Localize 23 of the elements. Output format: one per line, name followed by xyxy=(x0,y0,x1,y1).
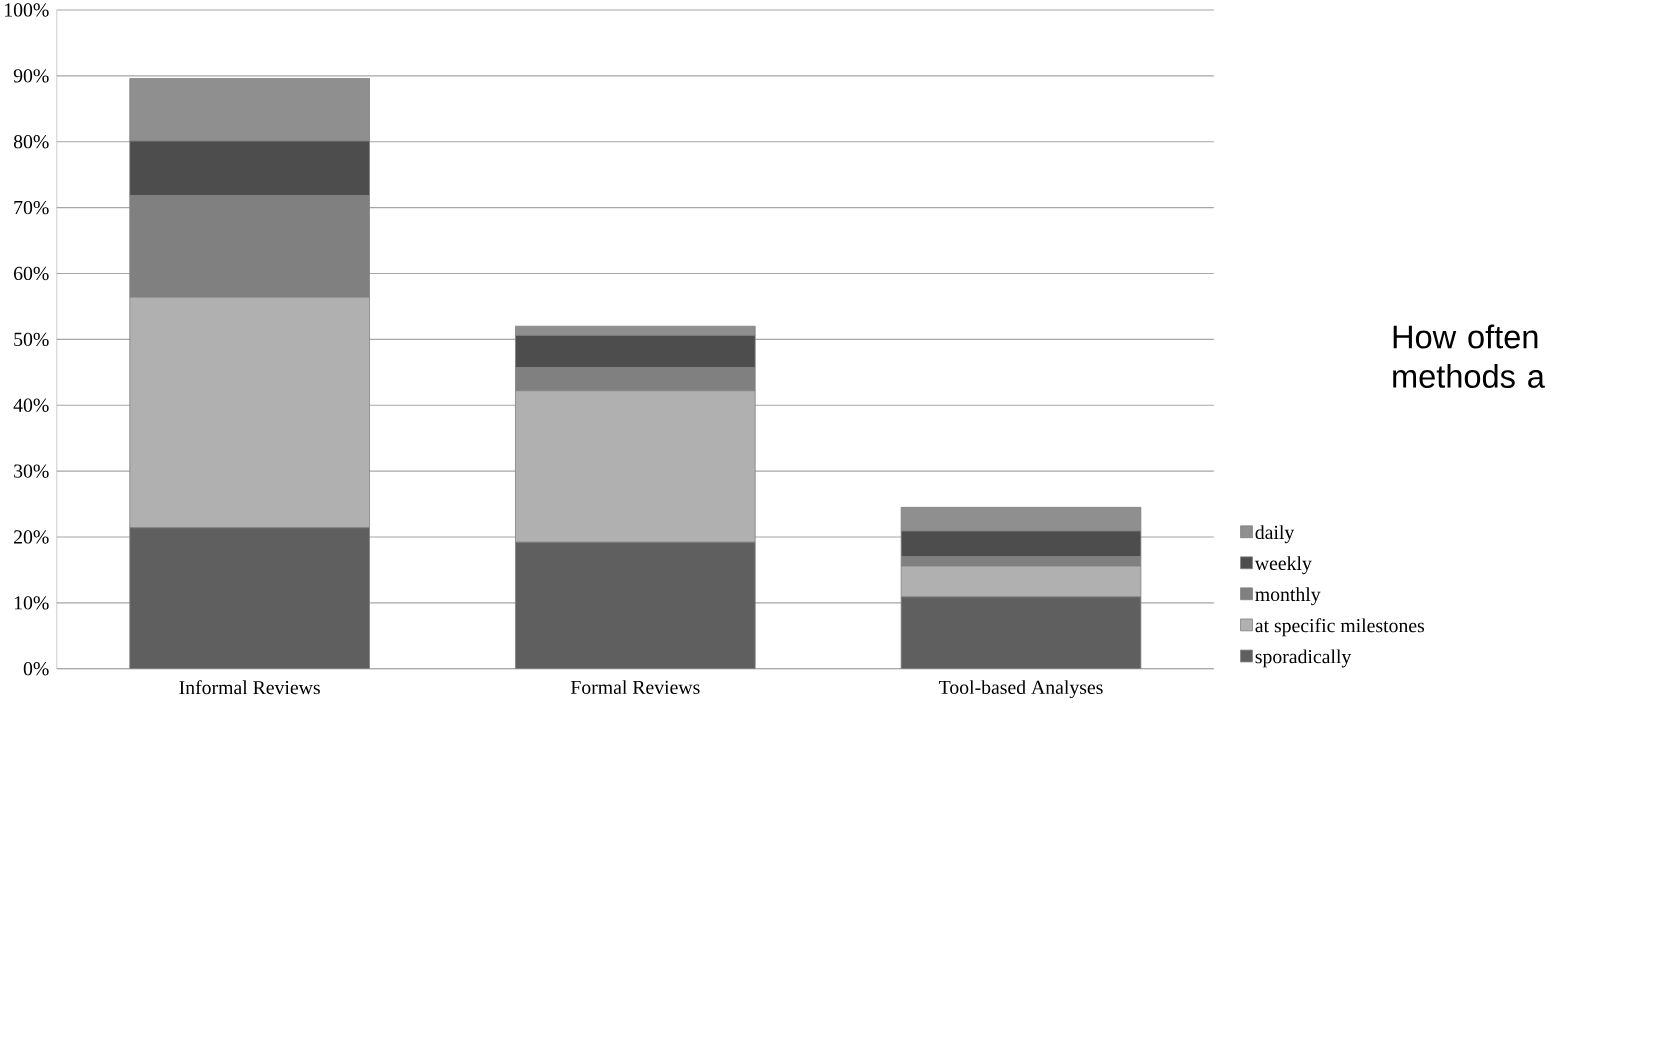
bar xyxy=(129,527,370,669)
y-tick-label: 60% xyxy=(14,266,49,281)
bar xyxy=(515,541,756,669)
y-tick-label: 70% xyxy=(14,200,49,215)
legend-label: at specific milestones xyxy=(1255,618,1425,637)
y-tick-label: 30% xyxy=(14,464,49,478)
y-tick-label: 0% xyxy=(23,661,49,676)
y-tick-label: 100% xyxy=(5,3,49,17)
x-tick-label: Tool-based Analyses xyxy=(939,680,1103,698)
x-tick-label: Informal Reviews xyxy=(179,680,320,695)
x-tick-label: Formal Reviews xyxy=(570,680,700,694)
text: How often methods a xyxy=(1393,324,1545,388)
bar xyxy=(900,596,1142,669)
y-tick-label: 10% xyxy=(14,596,49,610)
legend-label: daily xyxy=(1255,525,1295,544)
legend-label: monthly xyxy=(1255,587,1321,606)
y-tick-label: 40% xyxy=(13,398,49,412)
y-tick-label: 20% xyxy=(14,530,49,544)
y-tick-label: 50% xyxy=(14,332,49,346)
legend-label: sporadically xyxy=(1255,649,1352,668)
y-tick-label: 90% xyxy=(13,69,49,83)
legend-label: weekly xyxy=(1254,556,1312,575)
y-tick-label: 80% xyxy=(13,134,49,149)
